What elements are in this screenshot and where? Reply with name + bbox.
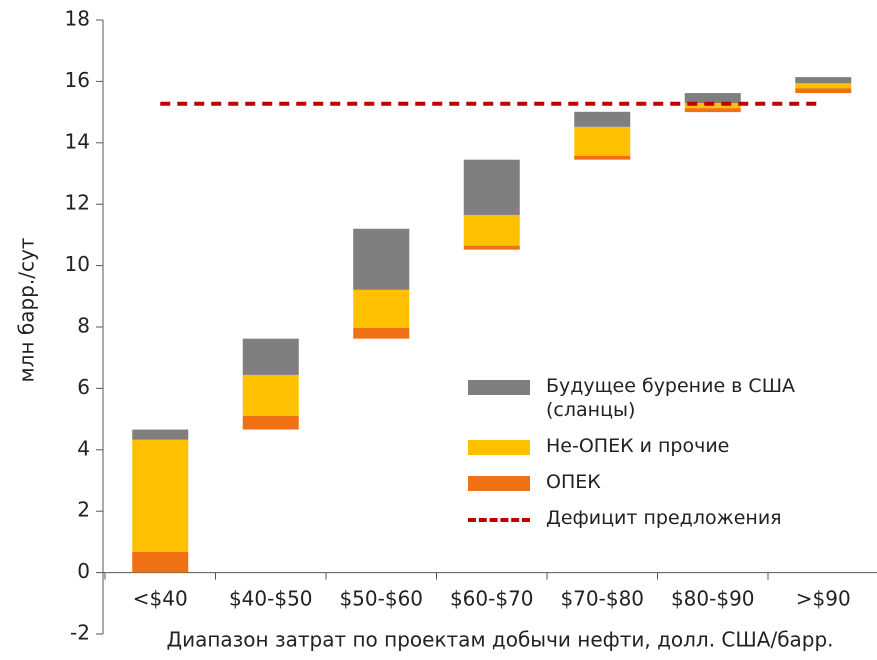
- bar-segment: [463, 214, 520, 246]
- x-tick-label: $80-$90: [671, 587, 755, 611]
- legend-swatch: [468, 476, 530, 491]
- y-tick-label: -2: [70, 621, 90, 645]
- y-tick-label: 4: [77, 436, 90, 460]
- y-tick-label: 16: [65, 68, 90, 92]
- x-tick-label: <$40: [133, 587, 188, 611]
- bar-segment: [463, 245, 520, 250]
- bar-segment: [242, 374, 299, 416]
- y-axis-label: млн барр./сут: [15, 237, 39, 382]
- bar-segment: [463, 159, 520, 215]
- y-tick-label: 14: [65, 129, 90, 153]
- legend-item: Дефицит предложения: [468, 506, 868, 530]
- bar-segment: [132, 439, 189, 552]
- bar-segment: [132, 551, 189, 573]
- legend-item: ОПЕК: [468, 470, 868, 494]
- bar-segment: [795, 77, 852, 84]
- legend: Будущее бурение в США (сланцы) Не-ОПЕК и …: [468, 374, 868, 542]
- bar-segment: [242, 415, 299, 430]
- bar-segment: [795, 88, 852, 94]
- y-tick-label: 8: [77, 314, 90, 338]
- legend-swatch: [468, 518, 530, 522]
- bar-segment: [684, 108, 741, 113]
- legend-swatch: [468, 440, 530, 455]
- bar-segment: [574, 155, 631, 160]
- x-tick-label: $70-$80: [560, 587, 644, 611]
- x-tick-label: $50-$60: [339, 587, 423, 611]
- y-tick-label: 18: [65, 7, 90, 31]
- legend-label: Дефицит предложения: [546, 507, 782, 529]
- legend-item: Не-ОПЕК и прочие: [468, 434, 868, 458]
- bar-segment: [353, 228, 410, 290]
- bar-segment: [574, 111, 631, 127]
- y-tick-label: 6: [77, 375, 90, 399]
- bar-segment: [574, 126, 631, 156]
- x-tick-label: $40-$50: [229, 587, 313, 611]
- y-tick-label: 12: [65, 191, 90, 215]
- x-axis-label: Диапазон затрат по проектам добычи нефти…: [166, 628, 833, 652]
- bar-segment: [684, 93, 741, 104]
- bar-segment: [353, 289, 410, 328]
- x-tick-label: >$90: [796, 587, 851, 611]
- bar-segment: [132, 429, 189, 440]
- legend-swatch: [468, 380, 530, 395]
- x-tick-label: $60-$70: [450, 587, 534, 611]
- bar-segment: [353, 327, 410, 339]
- legend-label: Не-ОПЕК и прочие: [546, 435, 730, 457]
- y-tick-label: 0: [77, 559, 90, 583]
- y-tick-label: 2: [77, 498, 90, 522]
- legend-label: Будущее бурение в США (сланцы): [546, 375, 796, 421]
- bar-segment: [242, 338, 299, 375]
- bar-segment: [795, 83, 852, 89]
- legend-label: ОПЕК: [546, 471, 601, 493]
- y-tick-label: 10: [65, 252, 90, 276]
- legend-item: Будущее бурение в США (сланцы): [468, 374, 868, 422]
